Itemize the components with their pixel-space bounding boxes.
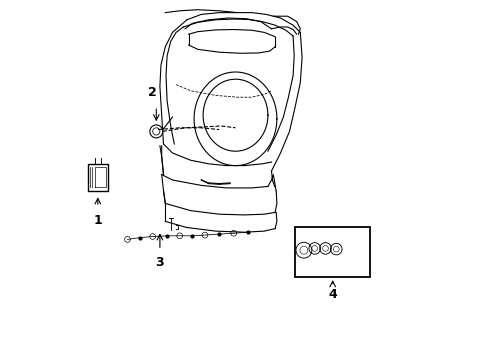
Bar: [294, 227, 370, 277]
Text: 4: 4: [327, 288, 336, 301]
Text: 2: 2: [148, 86, 157, 99]
Bar: [88, 164, 107, 191]
Text: 1: 1: [93, 214, 102, 227]
Text: 3: 3: [155, 256, 164, 269]
